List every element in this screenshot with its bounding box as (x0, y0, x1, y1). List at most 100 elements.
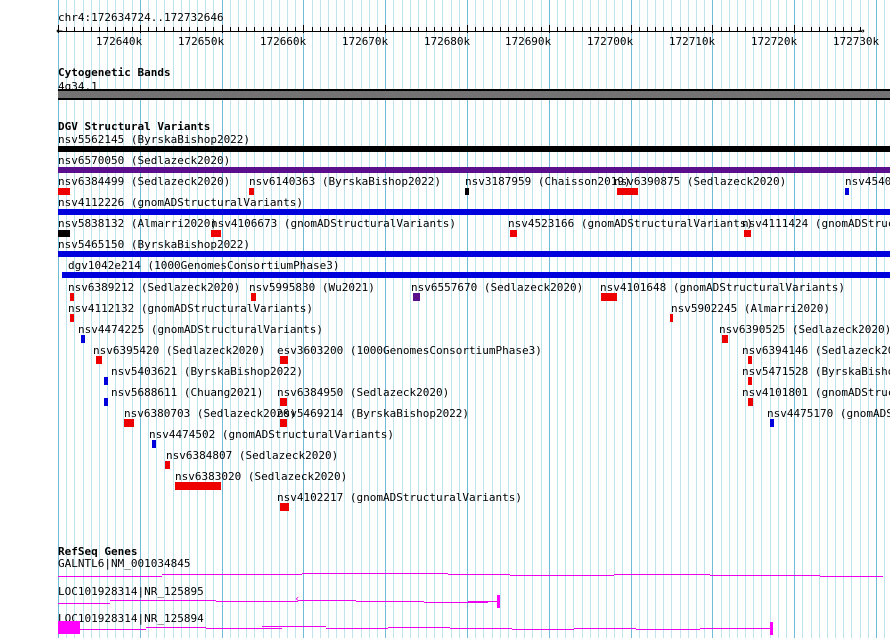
gene-intron-line[interactable] (636, 629, 700, 630)
gene-intron-line[interactable] (80, 629, 146, 630)
gene-intron-line[interactable] (110, 600, 216, 601)
gene-intron-line[interactable] (326, 628, 388, 629)
gene-exon[interactable] (58, 621, 80, 634)
variant-bar[interactable] (770, 419, 774, 427)
coordinate-ruler[interactable]: chr4:172634724..172732646 ← → 172640k 172… (0, 0, 890, 58)
variant-bar[interactable] (744, 230, 751, 237)
variant-bar[interactable] (104, 398, 108, 406)
variant-bar[interactable] (280, 398, 287, 406)
gene-intron-line[interactable] (424, 602, 488, 603)
variant-bar[interactable] (722, 335, 728, 343)
ruler-tick-minor (369, 27, 370, 32)
variant-bar[interactable] (249, 188, 254, 195)
gene-exon[interactable] (770, 622, 773, 635)
ruler-tick-minor (393, 27, 394, 32)
gene-intron-line[interactable] (510, 575, 614, 576)
ruler-tick-minor (377, 27, 378, 32)
gene-intron-line[interactable] (448, 574, 510, 575)
gene-intron-line[interactable] (700, 628, 772, 629)
gene-intron-line[interactable] (146, 627, 206, 628)
variant-bar[interactable] (70, 293, 74, 301)
gene-intron-line[interactable] (450, 628, 512, 629)
variant-bar[interactable] (104, 377, 108, 385)
variant-bar[interactable] (617, 188, 638, 195)
variant-bar[interactable] (465, 188, 469, 195)
ruler-tick-minor (557, 27, 558, 32)
ruler-tick-minor (672, 27, 673, 32)
variant-bar[interactable] (845, 188, 849, 195)
variant-bar[interactable] (748, 398, 753, 406)
variant-bar[interactable] (58, 230, 70, 237)
gene-intron-line[interactable] (206, 628, 282, 629)
variant-label: nsv3187959 (Chaisson2019) (465, 175, 631, 188)
variant-bar[interactable] (58, 188, 70, 195)
ruler-tick-minor (598, 27, 599, 32)
ruler-tick-minor (181, 27, 182, 32)
variant-bar[interactable] (58, 209, 890, 215)
variant-bar[interactable] (58, 146, 890, 152)
axis-left-arrow-icon[interactable]: ← (56, 24, 63, 37)
variant-bar[interactable] (62, 272, 890, 278)
variant-bar[interactable] (165, 461, 170, 469)
gene-intron-line[interactable] (58, 576, 162, 577)
ruler-tick-minor (320, 27, 321, 32)
variant-bar[interactable] (58, 251, 890, 257)
gene-intron-line[interactable] (574, 628, 636, 629)
variant-bar[interactable] (280, 356, 288, 364)
variant-bar[interactable] (58, 167, 890, 173)
variant-bar[interactable] (211, 230, 221, 237)
gene-intron-line[interactable] (710, 575, 820, 576)
variant-label: nsv6389212 (Sedlazeck2020) (68, 281, 241, 294)
gene-intron-line[interactable] (216, 601, 298, 602)
gene-intron-line[interactable] (298, 600, 356, 601)
ruler-tick-minor (336, 27, 337, 32)
gene-intron-line[interactable] (302, 573, 448, 574)
variant-bar[interactable] (81, 335, 85, 343)
variant-bar[interactable] (748, 377, 752, 385)
gene-intron-line[interactable] (58, 603, 110, 604)
variant-bar[interactable] (70, 314, 74, 322)
gene-intron-line[interactable] (468, 601, 498, 602)
variant-bar[interactable] (152, 440, 156, 448)
gene-strand-arrow-icon: ‹ (294, 592, 301, 605)
ruler-tick-minor (132, 27, 133, 32)
ruler-tick-minor (352, 27, 353, 32)
ruler-tick-label: 172650k (177, 35, 225, 48)
ruler-tick-minor (246, 27, 247, 32)
gene-intron-line[interactable] (356, 601, 424, 602)
variant-bar[interactable] (251, 293, 256, 301)
variant-bar[interactable] (748, 356, 752, 364)
ruler-tick-minor (582, 27, 583, 32)
variant-bar[interactable] (413, 293, 420, 301)
gene-intron-line[interactable] (162, 574, 302, 575)
gene-intron-line[interactable] (388, 627, 450, 628)
variant-bar[interactable] (280, 419, 287, 427)
ruler-tick-major (467, 25, 468, 33)
gene-intron-line[interactable] (614, 574, 710, 575)
variant-bar[interactable] (601, 293, 617, 301)
ruler-tick-minor (647, 27, 648, 32)
variant-bar[interactable] (280, 503, 289, 511)
ruler-tick-minor (541, 27, 542, 32)
ruler-tick-minor (508, 27, 509, 32)
variant-bar[interactable] (510, 230, 517, 237)
gene-intron-line[interactable] (262, 626, 326, 627)
axis-right-arrow-icon[interactable]: → (858, 24, 865, 37)
gene-intron-line[interactable] (820, 576, 883, 577)
gene-exon[interactable] (497, 595, 500, 608)
variant-label: nsv4101801 (gnomADStruct… (742, 386, 890, 399)
cytoband-bar[interactable] (58, 89, 890, 100)
variant-bar[interactable] (175, 482, 221, 490)
ruler-tick-minor (328, 27, 329, 32)
variant-bar[interactable] (96, 356, 102, 364)
ruler-tick-minor (475, 27, 476, 32)
variant-label: nsv6394146 (Sedlazeck202… (742, 344, 890, 357)
gene-intron-line[interactable] (512, 629, 574, 630)
ruler-tick-minor (83, 27, 84, 32)
ruler-tick-minor (238, 27, 239, 32)
variant-bar[interactable] (670, 314, 673, 322)
ruler-tick-minor (663, 27, 664, 32)
ruler-tick-minor (606, 27, 607, 32)
ruler-tick-minor (729, 27, 730, 32)
variant-bar[interactable] (124, 419, 134, 427)
